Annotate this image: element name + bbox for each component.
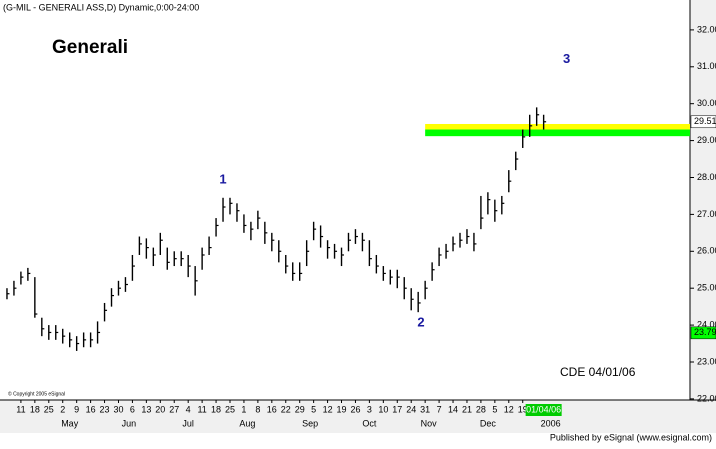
- x-tick-label: 6: [130, 404, 135, 414]
- y-tick-label: 31.00: [697, 61, 716, 71]
- x-tick-label: 01/04/06: [526, 404, 561, 414]
- month-label: Dec: [480, 418, 497, 428]
- x-tick-label: 21: [462, 404, 472, 414]
- y-tick-label: 32.00: [697, 24, 716, 34]
- x-tick-label: 19: [518, 404, 528, 414]
- x-tick-label: 16: [86, 404, 96, 414]
- y-tick-label: 24.00: [697, 319, 716, 329]
- x-tick-label: 25: [44, 404, 54, 414]
- last-price-box-label: 29.51: [694, 116, 716, 126]
- x-tick-label: 8: [255, 404, 260, 414]
- x-tick-label: 20: [155, 404, 165, 414]
- last-price-box: [690, 115, 716, 129]
- month-label: May: [61, 418, 79, 428]
- x-tick-label: 18: [211, 404, 221, 414]
- month-label: Oct: [362, 418, 377, 428]
- y-tick-label: 25.00: [697, 283, 716, 293]
- y-tick-label: 28.00: [697, 172, 716, 182]
- footer: Published by eSignal (www.esignal.com): [550, 432, 712, 442]
- month-label: Jun: [122, 418, 137, 428]
- price-band: [425, 129, 690, 137]
- y-tick-label: 26.00: [697, 246, 716, 256]
- x-tick-label: 22: [281, 404, 291, 414]
- x-tick-label: 17: [392, 404, 402, 414]
- x-tick-label: 26: [350, 404, 360, 414]
- x-tick-label: 12: [504, 404, 514, 414]
- y-tick-label: 23.00: [697, 356, 716, 366]
- x-tick-label: 3: [367, 404, 372, 414]
- x-tick-label: 11: [197, 404, 206, 414]
- x-tick-label: 19: [337, 404, 347, 414]
- wave-label: 2: [417, 315, 424, 330]
- x-tick-label: 27: [169, 404, 179, 414]
- x-tick-label: 2: [60, 404, 65, 414]
- x-tick-label: 5: [492, 404, 497, 414]
- y-axis-area: [690, 0, 716, 400]
- y-tick-label: 29.00: [697, 135, 716, 145]
- heading: Generali: [52, 37, 128, 58]
- y-tick-label: 22.00: [697, 393, 716, 403]
- x-tick-label: 25: [225, 404, 235, 414]
- x-tick-label: 4: [186, 404, 191, 414]
- x-tick-label: 14: [448, 404, 458, 414]
- x-tick-label: 31: [420, 404, 430, 414]
- x-tick-label: 29: [295, 404, 305, 414]
- x-tick-label: 13: [141, 404, 151, 414]
- x-tick-label: 24: [406, 404, 416, 414]
- x-tick-label: 1: [241, 404, 246, 414]
- x-tick-label: 28: [476, 404, 486, 414]
- month-label: Nov: [421, 418, 438, 428]
- month-label: 2006: [541, 418, 561, 428]
- x-tick-label: 18: [30, 404, 40, 414]
- x-tick-label: 23: [100, 404, 110, 414]
- x-tick-label: 12: [323, 404, 333, 414]
- y-tick-label: 30.00: [697, 98, 716, 108]
- x-tick-label: 5: [311, 404, 316, 414]
- x-tick-label: 7: [437, 404, 442, 414]
- copyright: © Copyright 2005 eSignal: [8, 390, 65, 397]
- indicator-price-box-label: 23.79: [694, 327, 716, 337]
- x-tick-highlight: [525, 404, 562, 416]
- x-tick-label: 30: [113, 404, 123, 414]
- month-label: Sep: [302, 418, 318, 428]
- price-band: [425, 123, 690, 130]
- month-label: Aug: [239, 418, 255, 428]
- x-tick-label: 9: [74, 404, 79, 414]
- stamp: CDE 04/01/06: [560, 365, 636, 379]
- month-label: Jul: [182, 418, 194, 428]
- x-tick-label: 11: [16, 404, 25, 414]
- chart-title: (G-MIL - GENERALI ASS,D) Dynamic,0:00-24…: [3, 2, 199, 12]
- x-tick-label: 16: [267, 404, 277, 414]
- wave-label: 1: [219, 172, 226, 187]
- indicator-price-box: [690, 326, 716, 340]
- x-axis-area: [0, 400, 716, 433]
- y-tick-label: 27.00: [697, 209, 716, 219]
- wave-label: 3: [563, 51, 570, 66]
- x-tick-label: 10: [378, 404, 388, 414]
